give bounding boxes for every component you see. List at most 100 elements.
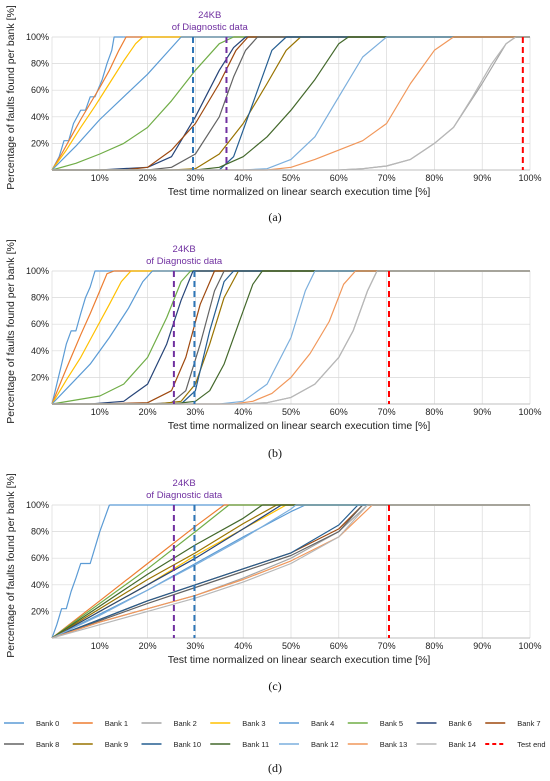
x-tick-label: 90%: [473, 407, 491, 417]
x-tick-label: 80%: [425, 407, 443, 417]
x-tick-label: 30%: [186, 641, 204, 651]
legend-item: Bank 14: [416, 740, 476, 749]
y-tick-label: 60%: [31, 553, 49, 563]
legend-label: Bank 10: [174, 740, 202, 749]
series-line-bank-11: [51, 504, 263, 639]
series-line-bank-0: [51, 270, 100, 405]
x-tick-label: 60%: [330, 407, 348, 417]
annotation-24kb: 24KB: [198, 10, 221, 21]
y-tick-label: 80%: [31, 59, 49, 69]
y-tick-label: 20%: [31, 372, 49, 382]
x-tick-label: 70%: [378, 407, 396, 417]
x-axis-title: Test time normalized on linear search ex…: [168, 420, 431, 432]
x-tick-label: 80%: [425, 641, 443, 651]
chart-panel-b: 10% 20% 30% 40% 50% 60% 70% 80% 90% 100% 20% 40% 60%…: [5, 239, 542, 460]
legend-item: Bank 9: [72, 740, 128, 749]
y-tick-label: 40%: [31, 346, 49, 356]
series-line-bank-13: [52, 270, 356, 405]
y-tick-label: 100%: [26, 500, 49, 510]
chart-panel-a: 10% 20% 30% 40% 50% 60% 70% 80% 90% 100% 20% 40% 60%…: [5, 5, 542, 224]
legend-item: Bank 13: [347, 740, 407, 749]
legend-item: Bank 6: [416, 719, 472, 728]
legend-item: Bank 12: [279, 740, 339, 749]
x-tick-label: 70%: [378, 173, 396, 183]
series-line-bank-1: [51, 36, 134, 171]
x-tick-label: 50%: [282, 173, 300, 183]
annotation-diagnostic-data: of Diagnostic data: [146, 256, 223, 267]
x-tick-label: 30%: [186, 407, 204, 417]
legend-item: Bank 2: [141, 719, 197, 728]
x-tick-label: 90%: [473, 173, 491, 183]
annotation-24kb: 24KB: [173, 244, 196, 255]
panel-label: (a): [268, 210, 281, 224]
legend-item: Bank 10: [141, 740, 202, 749]
x-tick-label: 60%: [330, 173, 348, 183]
series-line-bank-13: [52, 36, 454, 171]
series-line-bank-9: [51, 504, 277, 639]
annotation-diagnostic-data: of Diagnostic data: [146, 490, 223, 501]
legend-label: Bank 0: [36, 719, 59, 728]
y-tick-label: 80%: [31, 293, 49, 303]
y-tick-label: 40%: [31, 580, 49, 590]
series-line-bank-10: [51, 504, 359, 639]
series-line-bank-0: [51, 504, 110, 639]
legend-item: Bank 5: [347, 719, 403, 728]
legend-label: Bank 5: [380, 719, 403, 728]
y-axis-title: Percentage of faults found per bank [%]: [5, 5, 17, 190]
x-tick-label: 70%: [378, 641, 396, 651]
series-line-bank-2: [51, 504, 368, 639]
x-tick-label: 20%: [139, 407, 157, 417]
legend-item: Bank 0: [4, 719, 59, 728]
x-tick-label: 40%: [234, 641, 252, 651]
annotation-diagnostic-data: of Diagnostic data: [172, 22, 249, 33]
series-line-bank-4: [51, 36, 182, 171]
y-tick-label: 60%: [31, 85, 49, 95]
series-line-bank-7: [51, 504, 364, 639]
legend: Bank 0 Bank 1 Bank 2 Bank 3 Bank 4 Bank 5 Bank…: [4, 719, 546, 749]
series-line-bank-2: [52, 36, 517, 171]
legend-item: Test end: [485, 740, 546, 749]
y-tick-label: 20%: [31, 606, 49, 616]
annotation-24kb: 24KB: [173, 478, 196, 489]
x-tick-label: 20%: [139, 641, 157, 651]
legend-label: Bank 8: [36, 740, 59, 749]
y-tick-label: 40%: [31, 112, 49, 122]
y-axis-title: Percentage of faults found per bank [%]: [5, 239, 17, 424]
series-group: [51, 270, 530, 405]
x-axis-title: Test time normalized on linear search ex…: [168, 654, 431, 666]
legend-label: Bank 3: [242, 719, 265, 728]
x-tick-label: 20%: [139, 173, 157, 183]
x-tick-label: 40%: [234, 173, 252, 183]
series-line-bank-5: [51, 504, 230, 639]
x-axis-title: Test time normalized on linear search ex…: [168, 186, 431, 198]
series-line-bank-8: [51, 504, 364, 639]
series-line-bank-4: [51, 270, 153, 405]
x-tick-label: 80%: [425, 173, 443, 183]
legend-label: Test end: [517, 740, 545, 749]
y-axis-title: Percentage of faults found per bank [%]: [5, 473, 17, 658]
x-tick-label: 10%: [91, 641, 109, 651]
series-line-bank-4: [51, 504, 306, 639]
legend-item: Bank 8: [4, 740, 59, 749]
y-tick-label: 20%: [31, 138, 49, 148]
series-line-bank-5: [51, 36, 234, 171]
legend-label: Bank 9: [105, 740, 128, 749]
legend-label: Bank 6: [449, 719, 472, 728]
x-tick-label: 50%: [282, 641, 300, 651]
legend-item: Bank 1: [72, 719, 128, 728]
series-line-bank-11: [52, 36, 349, 171]
x-tick-label: 90%: [473, 641, 491, 651]
legend-label: Bank 2: [174, 719, 197, 728]
panel-label: (b): [268, 446, 282, 460]
legend-label: Bank 1: [105, 719, 128, 728]
series-line-bank-6: [52, 36, 246, 171]
panel-label: (d): [268, 761, 282, 775]
series-line-bank-14: [51, 504, 368, 639]
gridlines: [52, 36, 531, 170]
legend-item: Bank 7: [485, 719, 541, 728]
legend-item: Bank 11: [210, 740, 269, 749]
series-line-bank-9: [52, 36, 302, 171]
series-line-bank-3: [51, 270, 132, 405]
series-line-bank-1: [51, 504, 225, 639]
y-tick-label: 100%: [26, 32, 49, 42]
